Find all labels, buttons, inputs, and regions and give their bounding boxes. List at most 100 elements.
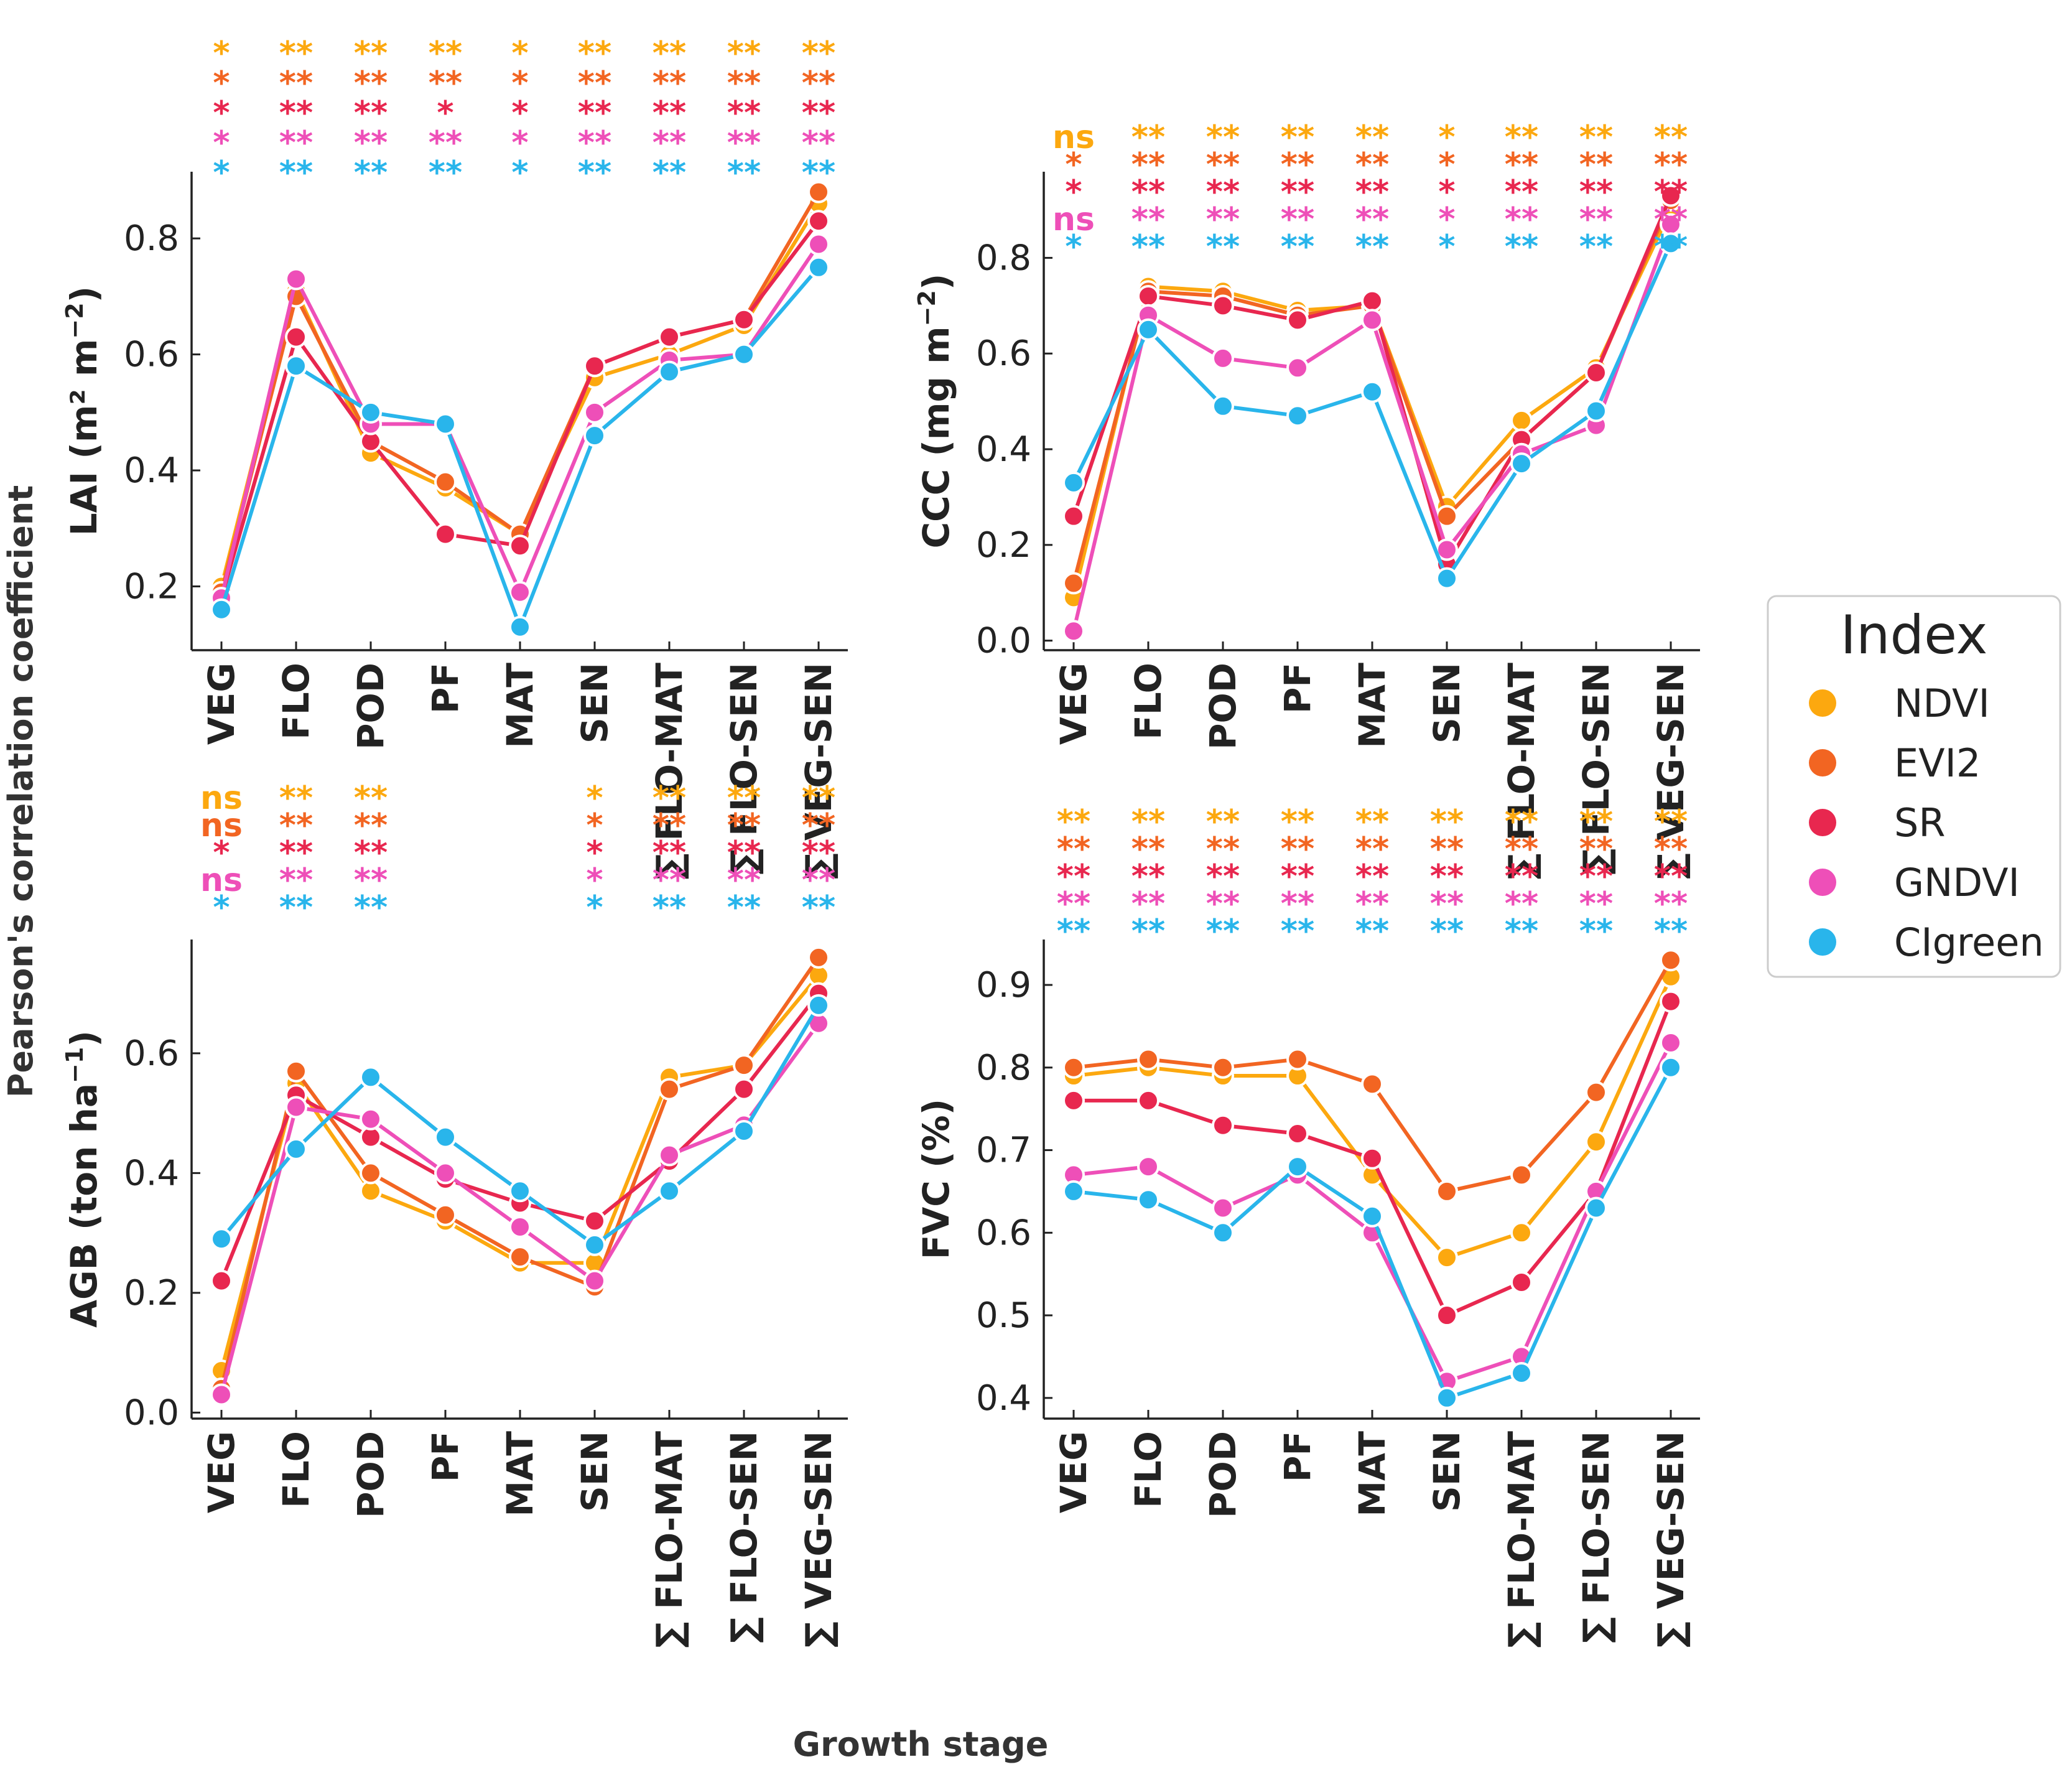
significance-mark: ** xyxy=(1355,858,1389,895)
significance-mark: ns xyxy=(1052,119,1095,156)
data-point-evi2 xyxy=(1212,1056,1234,1079)
significance-mark: * xyxy=(1065,228,1082,266)
legend: Index NDVI EVI2 SR GNDVI CIgreen xyxy=(1767,595,2061,978)
x-tick-label: FLO xyxy=(1127,1431,1169,1508)
data-point-sr xyxy=(583,355,606,378)
significance-mark: ** xyxy=(1206,201,1240,238)
data-point-ndvi xyxy=(1436,1246,1458,1269)
data-point-cigreen xyxy=(1286,1155,1309,1178)
significance-mark: ns xyxy=(200,780,243,817)
data-point-cigreen xyxy=(733,1120,755,1142)
significance-mark: ** xyxy=(279,35,313,72)
significance-mark: ** xyxy=(1281,146,1314,184)
significance-mark: ** xyxy=(279,834,313,872)
significance-mark: ns xyxy=(200,807,243,844)
data-point-gndvi xyxy=(1361,309,1383,332)
data-point-cigreen xyxy=(1062,1180,1085,1203)
significance-mark: ** xyxy=(1206,913,1240,950)
y-tick-label: 0.4 xyxy=(976,1378,1031,1419)
significance-mark: ** xyxy=(727,95,761,132)
significance-mark: * xyxy=(213,35,230,72)
significance-mark: ** xyxy=(1281,831,1314,868)
data-point-sr xyxy=(434,523,457,546)
significance-mark: ** xyxy=(1355,146,1389,184)
significance-mark: ** xyxy=(1131,803,1165,841)
significance-mark: ** xyxy=(279,780,313,817)
data-point-cigreen xyxy=(1510,1361,1533,1384)
significance-mark: ** xyxy=(279,807,313,844)
data-point-gndvi xyxy=(210,1383,233,1406)
significance-mark: ** xyxy=(1430,803,1464,841)
y-tick-label: 0.6 xyxy=(976,333,1031,374)
significance-mark: ** xyxy=(1505,885,1538,923)
significance-mark: ** xyxy=(802,780,835,817)
x-tick-label: ∑ VEG-SEN xyxy=(797,1431,840,1648)
legend-marker-evi2 xyxy=(1809,749,1836,776)
data-point-gndvi xyxy=(360,1108,382,1131)
panel-ccc: 0.0 0.2 0.4 0.6 0.8 VEG FLO POD PF MAT SEN ∑ FLO-MA… xyxy=(913,119,1700,879)
data-point-evi2 xyxy=(434,1203,457,1226)
significance-mark: ** xyxy=(1281,119,1314,156)
significance-mark: ** xyxy=(653,95,686,132)
legend-label-ndvi: NDVI xyxy=(1894,681,1990,726)
significance-mark: ** xyxy=(1654,201,1688,238)
data-point-gndvi xyxy=(583,1269,606,1292)
data-point-gndvi xyxy=(285,1096,307,1119)
data-point-cigreen xyxy=(210,1228,233,1251)
significance-mark: ** xyxy=(802,834,835,872)
significance-mark: ** xyxy=(1579,174,1613,211)
significance-mark: * xyxy=(1438,174,1455,211)
significance-mark: ** xyxy=(802,35,835,72)
data-point-cigreen xyxy=(434,413,457,436)
significance-mark: ** xyxy=(578,65,611,102)
x-tick-label: MAT xyxy=(1351,1431,1393,1517)
data-point-cigreen xyxy=(360,401,382,424)
y-tick-label: 0.6 xyxy=(124,335,179,375)
significance-mark: ** xyxy=(1131,831,1165,868)
data-point-sr xyxy=(733,1078,755,1101)
significance-mark: ** xyxy=(727,807,761,844)
data-point-sr xyxy=(733,308,755,331)
significance-mark: ** xyxy=(1430,858,1464,895)
significance-mark: ** xyxy=(429,65,462,102)
data-point-evi2 xyxy=(1062,572,1085,595)
significance-mark: ** xyxy=(1430,831,1464,868)
significance-mark: ** xyxy=(1579,831,1613,868)
significance-mark: ** xyxy=(279,154,313,192)
significance-mark: ** xyxy=(354,889,388,926)
significance-mark: ** xyxy=(1355,831,1389,868)
data-point-cigreen xyxy=(1286,404,1309,427)
significance-mark: ** xyxy=(1654,146,1688,184)
significance-mark: ** xyxy=(578,95,611,132)
x-tick-label: SEN xyxy=(574,1431,616,1512)
significance-mark: ** xyxy=(1057,858,1090,895)
legend-label-evi2: EVI2 xyxy=(1894,740,1981,786)
data-point-cigreen xyxy=(1062,471,1085,494)
significance-mark: ** xyxy=(802,124,835,162)
significance-mark: ** xyxy=(1579,803,1613,841)
significance-mark: ** xyxy=(1131,146,1165,184)
significance-mark: ** xyxy=(727,834,761,872)
y-tick-label: 0.0 xyxy=(124,1392,179,1433)
x-tick-label: FLO xyxy=(1127,663,1169,740)
x-tick-label: ∑ FLO-MAT xyxy=(648,1431,690,1648)
data-point-evi2 xyxy=(285,1060,307,1083)
significance-mark: ** xyxy=(1654,831,1688,868)
significance-mark: ** xyxy=(1579,885,1613,923)
data-point-evi2 xyxy=(434,470,457,493)
significance-mark: * xyxy=(511,95,528,132)
data-point-gndvi xyxy=(1660,1031,1682,1054)
data-point-cigreen xyxy=(1510,452,1533,475)
significance-mark: ** xyxy=(1206,858,1240,895)
series-line-ndvi xyxy=(1072,209,1673,599)
significance-mark: ** xyxy=(802,889,835,926)
significance-mark: ** xyxy=(653,862,686,899)
y-axis-label: CCC (mg m−2) xyxy=(913,274,957,549)
data-point-sr xyxy=(1436,1304,1458,1327)
significance-mark: ** xyxy=(1355,803,1389,841)
data-point-cigreen xyxy=(1212,394,1234,417)
x-tick-label: ∑ FLO-SEN xyxy=(1575,1431,1617,1643)
x-tick-label: ∑ FLO-SEN xyxy=(1575,663,1617,875)
significance-mark: ** xyxy=(1131,201,1165,238)
